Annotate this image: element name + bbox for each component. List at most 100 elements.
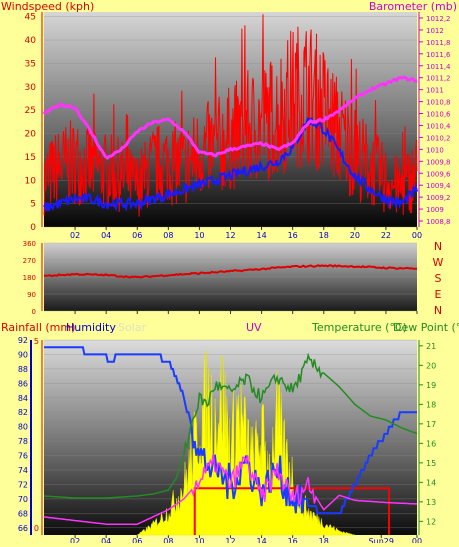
barometer-tick-label: 1010,2 [426,134,451,142]
wind-x-label: 14 [256,231,266,240]
barometer-tick-label: 1012 [426,27,444,35]
barometer-tick-label: 1008,8 [426,218,451,226]
bottom-x-label: Sun29 [369,537,394,543]
temperature-tick-label: 13 [426,498,436,507]
barometer-tick-label: 1011,2 [426,75,451,83]
temperature-tick-label: 17 [426,420,436,429]
wind-gust-series [43,14,418,217]
rainfall-title: Rainfall (mm) [1,321,75,334]
wind-x-label: 00 [412,231,422,240]
rain-tick-label: 5 [34,337,39,346]
humidity-tick-label: 92 [18,336,28,345]
barometer-tick-label: 1011,4 [426,63,451,71]
wind-tick-label: 45 [25,13,36,23]
wind-tick-label: 15 [25,153,36,163]
barometer-tick-label: 1011,8 [426,39,451,47]
barometer-tick-label: 1009,8 [426,158,451,166]
wind-x-label: 20 [350,231,360,240]
wind-tick-label: 5 [30,200,36,210]
barometer-series [42,75,418,160]
uv-series [43,453,417,525]
bottom-x-label: 08 [163,537,173,543]
temperature-tick-label: 14 [426,478,436,487]
bottom-x-label: 10 [194,537,204,543]
barometer-tick-label: 1009,2 [426,194,451,202]
direction-chart: 0 90 180 270 360 [23,240,418,316]
dir-label-s: S [435,272,442,285]
humidity-series [44,346,417,515]
humidity-tick-label: 78 [18,437,28,446]
humidity-tick-label: 80 [18,423,28,432]
humidity-tick-label: 84 [18,394,28,403]
wind-x-label: 10 [194,231,204,240]
temperature-tick-label: 15 [426,459,436,468]
dir-label-w: W [433,256,444,269]
humidity-tick-label: 72 [18,480,28,489]
rain-humidity-chart: 66 68 70 72 74 76 78 80 82 84 86 88 90 92 0 5 12 13 14 15 16… [18,336,436,546]
direction-tick-label: 180 [23,274,36,282]
barometer-title: Barometer (mb) [369,0,457,13]
uv-title: UV [246,321,262,334]
barometer-tick-label: 1009,6 [426,170,451,178]
bottom-x-label: 02 [70,537,80,543]
direction-tick-label: 90 [27,291,36,299]
humidity-tick-label: 82 [18,408,28,417]
wind-direction-series [44,264,418,279]
humidity-tick-label: 66 [18,524,28,533]
temperature-tick-label: 21 [426,342,436,351]
wind-tick-label: 0 [30,223,36,233]
temperature-tick-label: 12 [426,517,436,526]
wind-x-label: 16 [288,231,298,240]
humidity-tick-label: 68 [18,509,28,518]
humidity-title: Humidity [66,321,116,334]
bottom-x-label: 06 [132,537,142,543]
direction-tick-label: 360 [23,240,36,248]
wind-average-series [43,117,418,212]
humidity-tick-label: 88 [18,365,28,374]
wind-tick-label: 40 [25,36,37,46]
dew-point-title: Dew Point (°C [393,321,459,334]
barometer-tick-label: 1011,6 [426,51,451,59]
bottom-x-label: 00 [412,537,422,543]
bottom-x-label: 12 [225,537,235,543]
wind-x-label: 04 [101,231,111,240]
solar-title: Solar [118,321,147,334]
wind-x-label: 08 [163,231,173,240]
barometer-tick-label: 1010,6 [426,111,451,119]
wind-tick-label: 20 [25,130,37,140]
wind-tick-label: 10 [25,176,37,186]
wind-chart: 0 5 10 15 20 25 30 35 40 45 1008,8 1009 1009,2 1009,4… [25,12,451,240]
windspeed-title: Windspeed (kph) [1,0,94,13]
humidity-tick-label: 76 [18,452,28,461]
bottom-x-label: 16 [288,537,298,543]
barometer-tick-label: 1011 [426,87,444,95]
barometer-tick-label: 1009,4 [426,182,451,190]
barometer-tick-label: 1010,4 [426,122,451,130]
direction-tick-label: 0 [32,308,36,316]
humidity-tick-label: 74 [18,466,28,475]
barometer-tick-label: 1010 [426,146,444,154]
humidity-tick-label: 86 [18,379,28,388]
bottom-x-label: 18 [319,537,329,543]
rain-tick-label: 0 [34,524,39,533]
wind-tick-label: 25 [25,106,36,116]
temperature-tick-label: 20 [426,361,436,370]
wind-x-label: 22 [381,231,391,240]
temperature-tick-label: 19 [426,381,436,390]
barometer-tick-label: 1012,2 [426,15,451,23]
temperature-tick-label: 18 [426,400,436,409]
bottom-x-label: 14 [256,537,266,543]
temperature-tick-label: 16 [426,439,436,448]
bottom-x-label: 04 [101,537,111,543]
humidity-tick-label: 90 [18,350,28,359]
wind-x-label: 02 [70,231,80,240]
temperature-series [43,352,418,499]
direction-tick-label: 270 [23,257,36,265]
wind-x-label: 12 [225,231,235,240]
wind-tick-label: 35 [25,59,36,69]
wind-x-label: 06 [132,231,142,240]
barometer-tick-label: 1009 [426,206,444,214]
barometer-tick-label: 1010,8 [426,99,451,107]
